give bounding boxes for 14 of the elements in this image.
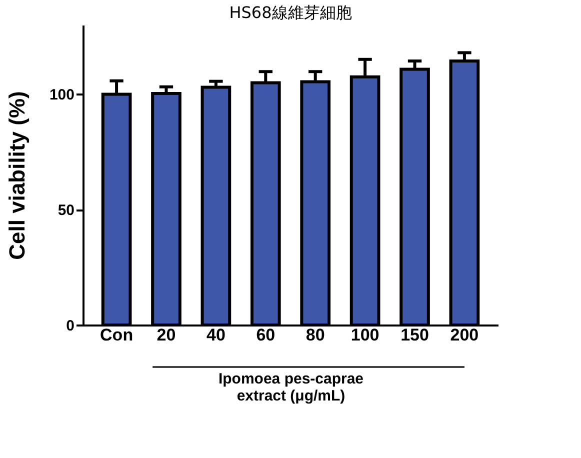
x-tick-label: 60 xyxy=(256,326,276,344)
y-tick-label: 0 xyxy=(66,318,74,334)
y-tick-label: 100 xyxy=(49,86,74,104)
x-tick-label: 150 xyxy=(400,326,429,344)
x-tick-label: Con xyxy=(100,326,134,344)
chart-title: HS68線維芽細胞 xyxy=(229,3,352,22)
x-tick-label: 200 xyxy=(450,326,479,344)
y-tick-label: 50 xyxy=(58,202,74,220)
x-tick-label: 80 xyxy=(306,326,325,344)
x-tick-label: 40 xyxy=(206,326,226,344)
x-axis-title: Ipomoea pes-caprae extract (μg/mL) xyxy=(218,370,364,404)
x-tick-label: 20 xyxy=(156,326,176,344)
x-tick-label: 100 xyxy=(350,326,380,344)
y-axis-title: Cell viability (%) xyxy=(4,91,30,260)
